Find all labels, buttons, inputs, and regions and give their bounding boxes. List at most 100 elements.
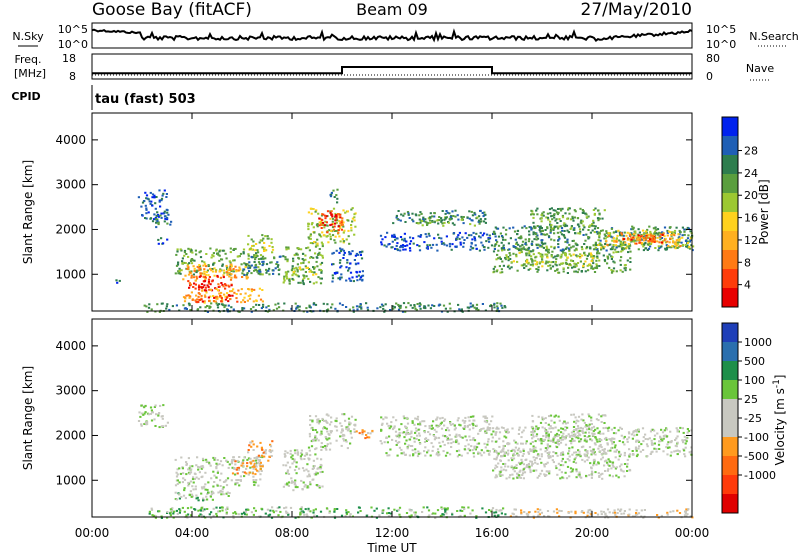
range-gate-cell <box>239 293 242 296</box>
range-gate-cell <box>248 266 252 269</box>
range-gate-cell <box>536 243 540 246</box>
range-gate-cell <box>671 231 674 234</box>
range-gate-cell <box>490 510 493 513</box>
range-gate-cell <box>175 304 178 307</box>
range-gate-cell <box>394 238 397 241</box>
range-gate-cell <box>615 246 618 249</box>
range-gate-cell <box>628 232 631 235</box>
range-gate-cell <box>307 225 310 228</box>
frequency-trace <box>92 66 692 75</box>
range-gate-cell <box>424 438 427 441</box>
range-gate-cell <box>252 475 255 478</box>
range-gate-cell <box>348 423 351 426</box>
range-gate-cell <box>547 515 550 518</box>
range-gate-cell <box>568 250 571 253</box>
range-gate-cell <box>302 252 305 255</box>
range-gate-cell <box>240 512 243 515</box>
range-gate-cell <box>356 279 359 282</box>
range-gate-cell <box>553 246 556 249</box>
range-gate-cell <box>588 423 591 426</box>
range-gate-cell <box>163 212 166 214</box>
range-gate-cell <box>298 305 301 308</box>
range-gate-cell <box>500 426 504 429</box>
range-gate-cell <box>332 217 335 220</box>
range-gate-cell <box>198 269 201 272</box>
range-gate-cell <box>499 473 502 476</box>
range-gate-cell <box>644 242 647 244</box>
range-gate-cell <box>249 457 252 460</box>
range-gate-cell <box>555 467 558 470</box>
range-gate-cell <box>417 222 420 225</box>
range-gate-cell <box>576 271 579 274</box>
range-gate-cell <box>582 210 585 213</box>
range-gate-cell <box>329 195 333 198</box>
range-gate-cell <box>643 509 646 511</box>
range-gate-cell <box>500 455 503 458</box>
range-gate-cell <box>146 197 149 200</box>
range-gate-cell <box>334 235 337 238</box>
range-gate-cell <box>391 428 395 431</box>
range-gate-cell <box>435 437 438 440</box>
range-gate-cell <box>250 272 253 275</box>
range-gate-cell <box>216 289 220 292</box>
range-gate-cell <box>628 513 631 516</box>
range-gate-cell <box>686 226 689 229</box>
range-gate-cell <box>430 442 433 445</box>
range-gate-cell <box>231 269 234 272</box>
range-gate-cell <box>530 213 533 216</box>
range-gate-cell <box>633 515 636 518</box>
range-gate-cell <box>608 253 611 256</box>
range-gate-cell <box>190 262 194 265</box>
range-gate-cell <box>572 430 575 433</box>
range-gate-cell <box>375 516 378 519</box>
range-gate-cell <box>501 474 504 477</box>
range-gate-cell <box>418 422 422 425</box>
range-gate-cell <box>189 465 192 468</box>
range-gate-cell <box>287 247 290 250</box>
range-gate-cell <box>224 480 227 483</box>
range-gate-cell <box>562 432 565 435</box>
range-gate-cell <box>597 431 600 434</box>
range-gate-cell <box>342 231 345 234</box>
range-gate-cell <box>683 233 686 236</box>
range-gate-cell <box>519 451 522 453</box>
range-gate-cell <box>593 271 597 273</box>
range-gate-cell <box>185 464 188 466</box>
range-gate-cell <box>307 211 310 214</box>
range-gate-cell <box>446 451 449 454</box>
range-gate-cell <box>677 430 680 433</box>
range-gate-cell <box>443 221 446 224</box>
range-gate-cell <box>440 219 443 222</box>
range-gate-cell <box>484 417 487 420</box>
range-gate-cell <box>604 470 607 472</box>
range-gate-cell <box>208 299 211 302</box>
range-gate-cell <box>247 257 250 260</box>
range-gate-cell <box>225 271 228 274</box>
range-gate-cell <box>169 514 172 517</box>
range-gate-cell <box>308 475 311 478</box>
range-gate-cell <box>432 434 436 437</box>
range-gate-cell <box>287 481 291 484</box>
range-gate-cell <box>662 450 665 453</box>
range-gate-cell <box>508 248 511 251</box>
range-gate-cell <box>545 260 548 263</box>
range-gate-cell <box>328 511 331 514</box>
range-gate-cell <box>458 237 461 240</box>
range-gate-cell <box>341 413 344 416</box>
range-gate-cell <box>499 509 502 512</box>
range-gate-cell <box>676 441 679 444</box>
range-gate-cell <box>450 442 453 445</box>
range-gate-cell <box>606 243 609 246</box>
range-gate-cell <box>554 263 557 266</box>
range-gate-cell <box>335 194 338 197</box>
range-gate-cell <box>305 468 308 471</box>
range-gate-cell <box>666 513 669 516</box>
range-gate-cell <box>247 234 250 237</box>
range-gate-cell <box>598 440 601 443</box>
range-gate-cell <box>660 245 663 248</box>
range-gate-cell <box>590 515 593 518</box>
range-gate-cell <box>641 241 644 244</box>
range-gate-cell <box>150 409 153 412</box>
range-gate-cell <box>306 485 309 488</box>
range-gate-cell <box>324 436 327 438</box>
